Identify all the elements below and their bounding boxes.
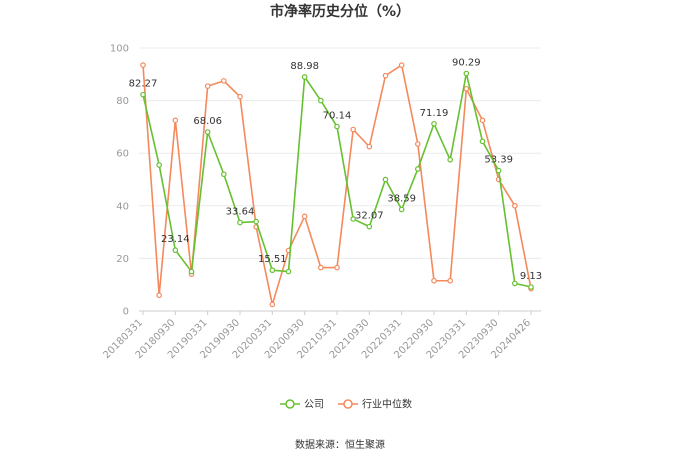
series-industry-median bbox=[140, 62, 534, 308]
data-point[interactable] bbox=[204, 129, 211, 135]
data-label: 82.27 bbox=[129, 79, 158, 90]
data-point[interactable] bbox=[382, 72, 389, 79]
data-point[interactable] bbox=[285, 268, 292, 275]
legend-label: 公司 bbox=[304, 400, 324, 411]
data-point[interactable] bbox=[156, 162, 162, 168]
data-point[interactable] bbox=[204, 83, 211, 89]
data-point[interactable] bbox=[431, 277, 437, 284]
data-point[interactable] bbox=[463, 85, 470, 92]
data-point[interactable] bbox=[172, 117, 179, 124]
data-point[interactable] bbox=[253, 218, 259, 225]
data-point[interactable] bbox=[447, 156, 453, 163]
data-point[interactable] bbox=[318, 264, 324, 271]
legend-item-company[interactable]: 公司 bbox=[280, 399, 324, 411]
data-point[interactable] bbox=[447, 277, 453, 284]
y-tick-label: 80 bbox=[116, 96, 129, 107]
data-label: 23.14 bbox=[161, 234, 190, 245]
data-point[interactable] bbox=[334, 264, 340, 271]
y-axis: 0 20 40 60 80 100 bbox=[110, 44, 129, 318]
y-tick-label: 60 bbox=[116, 149, 129, 160]
data-point[interactable] bbox=[350, 126, 356, 133]
data-label: 53.39 bbox=[484, 155, 513, 166]
data-point[interactable] bbox=[301, 213, 308, 220]
legend-marker bbox=[285, 399, 295, 409]
data-point[interactable] bbox=[318, 97, 324, 104]
data-label: 68.06 bbox=[193, 116, 222, 127]
legend-label: 行业中位数 bbox=[362, 398, 412, 411]
data-point[interactable] bbox=[156, 292, 162, 299]
data-point[interactable] bbox=[221, 78, 227, 84]
data-point[interactable] bbox=[140, 62, 146, 68]
legend[interactable]: 公司 行业中位数 bbox=[280, 398, 412, 411]
data-point[interactable] bbox=[350, 216, 356, 222]
plot-area bbox=[140, 62, 534, 308]
data-label: 9.13 bbox=[520, 271, 542, 282]
data-label: 33.64 bbox=[226, 207, 255, 218]
y-tick-label: 40 bbox=[116, 201, 129, 212]
y-tick-label: 20 bbox=[116, 254, 129, 265]
x-axis: 2018033120180930201903312019093020200331… bbox=[101, 311, 533, 361]
data-point[interactable] bbox=[479, 117, 486, 124]
legend-marker bbox=[343, 399, 353, 409]
data-point[interactable] bbox=[334, 123, 340, 130]
legend-item-industry-median[interactable]: 行业中位数 bbox=[338, 398, 412, 411]
data-point[interactable] bbox=[237, 219, 243, 226]
data-point[interactable] bbox=[269, 301, 276, 308]
data-point[interactable] bbox=[172, 247, 179, 253]
data-point[interactable] bbox=[221, 171, 227, 178]
data-point[interactable] bbox=[463, 70, 470, 77]
series-company bbox=[140, 70, 534, 290]
series-line bbox=[142, 72, 532, 288]
data-point[interactable] bbox=[366, 143, 373, 150]
data-point[interactable] bbox=[301, 74, 308, 80]
data-label: 90.29 bbox=[452, 58, 481, 69]
y-tick-label: 100 bbox=[110, 44, 129, 55]
data-label: 32.07 bbox=[355, 211, 384, 222]
data-point[interactable] bbox=[140, 91, 146, 98]
data-point[interactable] bbox=[366, 223, 373, 230]
data-point[interactable] bbox=[237, 93, 243, 100]
data-label: 38.59 bbox=[387, 194, 416, 205]
data-point[interactable] bbox=[431, 120, 437, 127]
y-tick-label: 0 bbox=[123, 307, 129, 318]
data-point[interactable] bbox=[512, 280, 518, 287]
data-point[interactable] bbox=[495, 167, 502, 174]
data-point[interactable] bbox=[188, 268, 195, 275]
data-point[interactable] bbox=[382, 176, 389, 183]
data-label: 88.98 bbox=[290, 61, 319, 72]
source-note: 数据来源：恒生聚源 bbox=[295, 438, 385, 451]
data-point[interactable] bbox=[269, 267, 276, 274]
data-label: 71.19 bbox=[420, 108, 449, 119]
data-point[interactable] bbox=[415, 166, 421, 172]
data-point[interactable] bbox=[415, 141, 421, 147]
data-labels: 82.27 23.14 68.06 33.64 15.51 88.98 70.14 32.07… bbox=[129, 58, 542, 282]
data-point[interactable] bbox=[512, 203, 518, 209]
data-point[interactable] bbox=[528, 284, 534, 290]
data-point[interactable] bbox=[398, 62, 405, 68]
data-label: 15.51 bbox=[258, 254, 287, 265]
data-point[interactable] bbox=[479, 138, 486, 145]
chart-title: 市净率历史分位（%） bbox=[270, 3, 410, 20]
data-label: 70.14 bbox=[323, 111, 352, 122]
data-point[interactable] bbox=[398, 206, 405, 213]
